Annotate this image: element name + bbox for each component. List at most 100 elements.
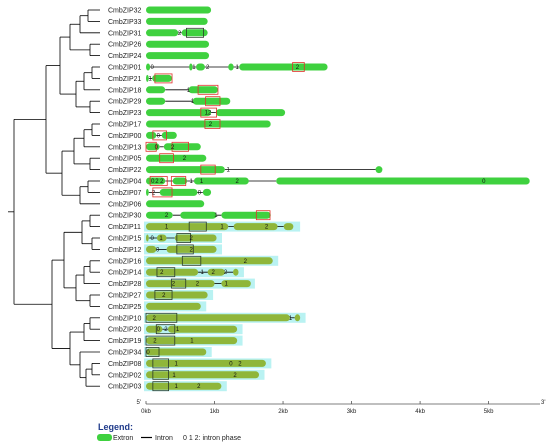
gene-structure-row: 2 bbox=[144, 255, 279, 266]
intron-phase-label: 1 bbox=[165, 225, 169, 231]
gene-label: CmbZIP24 bbox=[108, 53, 142, 60]
intron-phase-label: 1 bbox=[224, 282, 228, 288]
axis-tick-label: 5kb bbox=[484, 409, 494, 415]
gene-structure-row: 1 bbox=[146, 164, 383, 175]
domain-box bbox=[152, 369, 170, 380]
gene-label: CmbZIP15 bbox=[108, 236, 142, 243]
exon bbox=[221, 280, 251, 288]
axis-tick-label: 3kb bbox=[347, 409, 357, 415]
intron-phase-label: 1 bbox=[176, 327, 180, 333]
intron-phase-label: 2 bbox=[235, 179, 239, 185]
intron-phase-label: 1 bbox=[190, 179, 194, 185]
exon bbox=[159, 188, 198, 196]
intron-phase-label: 2 bbox=[211, 270, 215, 276]
gene-label: CmbZIP03 bbox=[108, 384, 142, 391]
gene-structure-row: 1 bbox=[146, 96, 231, 107]
domain-box bbox=[154, 290, 173, 300]
exon bbox=[375, 166, 383, 174]
exon bbox=[163, 143, 201, 151]
exon bbox=[146, 280, 215, 288]
intron-phase-label: 2 bbox=[208, 111, 212, 117]
exon bbox=[146, 188, 149, 196]
domain-box bbox=[159, 153, 174, 164]
exon bbox=[146, 166, 225, 174]
domain-box bbox=[171, 141, 189, 152]
exon bbox=[239, 63, 328, 71]
domain-box bbox=[200, 107, 217, 118]
gene-label: CmbZIP02 bbox=[108, 372, 142, 379]
domain-box bbox=[292, 62, 305, 72]
intron-phase-label: 0 bbox=[155, 145, 159, 151]
domain-box bbox=[152, 187, 173, 198]
gene-label: CmbZIP14 bbox=[108, 270, 142, 277]
exon bbox=[146, 63, 151, 71]
legend-intron-label: Intron bbox=[155, 435, 173, 442]
exon bbox=[146, 200, 205, 208]
gene-structure-row bbox=[146, 6, 212, 14]
intron-phase-label: 0 bbox=[198, 190, 202, 196]
exon bbox=[146, 211, 173, 219]
domain-box bbox=[170, 176, 187, 186]
domain-box bbox=[145, 335, 176, 346]
exon bbox=[146, 223, 229, 231]
domain-box bbox=[152, 130, 167, 141]
exon bbox=[188, 86, 218, 94]
intron-phase-label: 2 bbox=[153, 316, 157, 322]
intron-phase-label: 2 bbox=[152, 190, 156, 196]
gene-label: CmbZIP01 bbox=[108, 65, 142, 72]
legend-title: Legend: bbox=[98, 422, 133, 432]
gene-structure-row: 0 bbox=[146, 130, 177, 141]
gene-label: CmbZIP18 bbox=[108, 87, 142, 94]
exon bbox=[180, 211, 217, 219]
exon bbox=[294, 314, 301, 322]
gene-label: CmbZIP20 bbox=[108, 327, 142, 334]
exon bbox=[146, 17, 208, 25]
domain-box bbox=[205, 96, 221, 107]
intron-phase-label: 2 bbox=[190, 247, 194, 253]
exon bbox=[161, 131, 177, 139]
gene-structure-row: 2 bbox=[144, 290, 214, 300]
gene-label: CmbZIP19 bbox=[108, 338, 142, 345]
intron-phase-label: 2 bbox=[209, 122, 213, 128]
gene-structure-row: 1 bbox=[146, 84, 219, 95]
exon bbox=[156, 234, 167, 242]
domain-box bbox=[176, 233, 191, 243]
exon bbox=[146, 6, 212, 14]
intron-phase-label: 0 bbox=[229, 361, 233, 367]
gene-label: CmbZIP25 bbox=[108, 304, 142, 311]
intron-phase-label: 1 bbox=[200, 179, 204, 185]
intron-phase-label: 2 bbox=[164, 327, 168, 333]
exon bbox=[146, 52, 210, 60]
exon bbox=[202, 188, 212, 196]
legend-exon-swatch bbox=[97, 434, 112, 441]
intron-phase-label: 2 bbox=[196, 282, 200, 288]
domain-box bbox=[154, 73, 173, 84]
domain-box bbox=[145, 141, 157, 152]
exon bbox=[146, 291, 208, 299]
intron-phase-label: 2 bbox=[265, 225, 269, 231]
gene-label: CmbZIP31 bbox=[108, 30, 142, 37]
exon bbox=[181, 29, 208, 37]
exon bbox=[146, 371, 260, 379]
exon bbox=[228, 63, 234, 71]
gene-label: CmbZIP10 bbox=[108, 315, 142, 322]
gene-label: CmbZIP32 bbox=[108, 8, 142, 15]
exon bbox=[196, 63, 205, 71]
intron-phase-label: 2 bbox=[197, 384, 201, 390]
gene-structure-row: 1 1 2 bbox=[144, 221, 301, 232]
gene-label: CmbZIP21 bbox=[108, 76, 142, 83]
exon bbox=[146, 40, 210, 48]
intron-phase-label: 2 bbox=[165, 213, 169, 219]
gene-structure-row bbox=[146, 52, 210, 60]
intron-phase-label: 2 bbox=[172, 282, 176, 288]
exon bbox=[146, 257, 273, 265]
exon bbox=[146, 177, 166, 185]
gene-label: CmbZIP13 bbox=[108, 144, 142, 151]
domain-box bbox=[145, 312, 178, 323]
axis-tick-label: 1kb bbox=[210, 409, 220, 415]
intron-phase-label: 1 bbox=[192, 65, 196, 71]
